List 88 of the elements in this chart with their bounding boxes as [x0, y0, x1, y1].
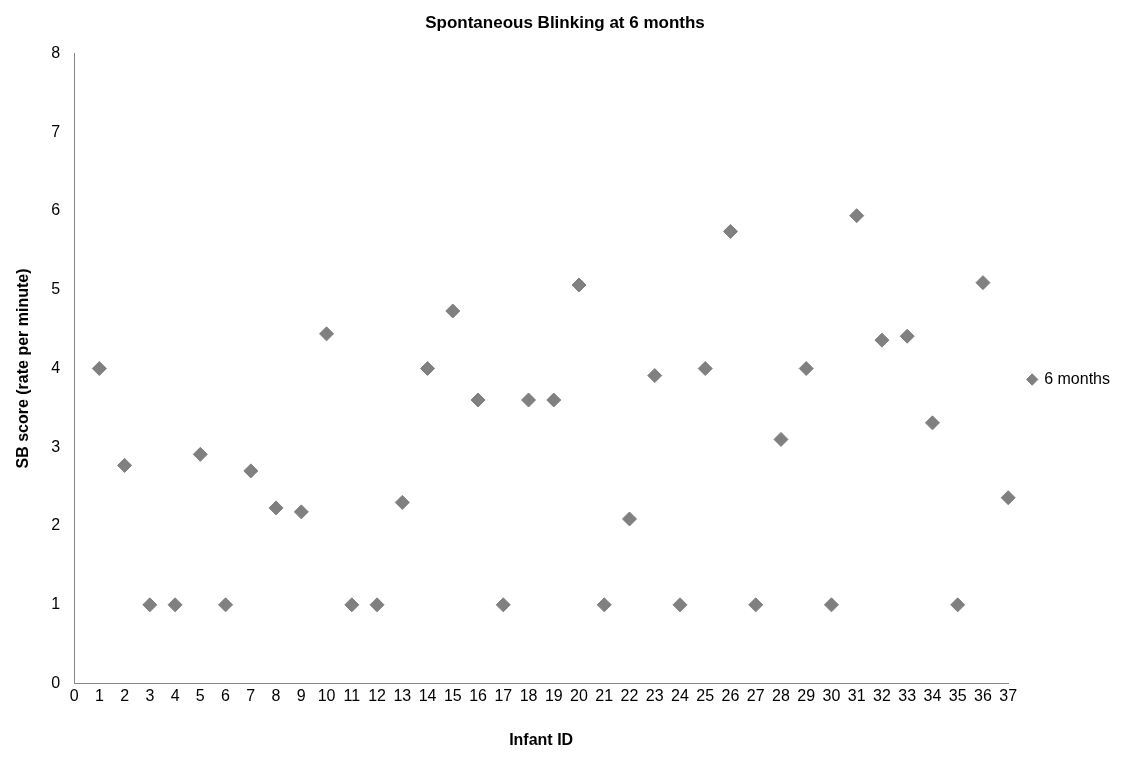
point [622, 511, 637, 527]
point [798, 361, 814, 376]
point [672, 597, 688, 613]
x-tick-label: 2 [120, 686, 130, 704]
point [293, 504, 309, 520]
x-tick-label: 30 [822, 686, 841, 704]
x-tick-label: 13 [393, 686, 412, 704]
y-tick-label: 8 [51, 43, 61, 61]
legend-label: 6 months [1044, 369, 1110, 387]
point [91, 361, 107, 376]
point [445, 303, 461, 319]
x-tick-label: 5 [195, 686, 205, 704]
y-tick-label: 6 [51, 201, 61, 219]
point [647, 368, 663, 384]
x-tick-label: 29 [797, 686, 816, 704]
point [849, 208, 865, 224]
point [142, 597, 158, 613]
x-tick-label: 9 [296, 686, 306, 704]
x-tick-label: 21 [595, 686, 614, 704]
point [521, 392, 537, 408]
x-tick-label: 12 [368, 686, 387, 704]
x-tick-label: 1 [94, 686, 104, 704]
x-tick-label: 15 [443, 686, 462, 704]
y-tick-label: 1 [51, 595, 61, 613]
y-tick-label: 5 [51, 280, 61, 298]
point [268, 500, 284, 516]
point [243, 463, 259, 479]
x-tick-label: 28 [772, 686, 790, 704]
point [546, 392, 562, 408]
point [117, 457, 133, 473]
point [470, 392, 486, 408]
point [748, 597, 764, 613]
x-tick-label: 8 [271, 686, 281, 704]
x-axis-title: Infant ID [509, 730, 574, 748]
point [773, 431, 789, 447]
x-tick-label: 25 [696, 686, 715, 704]
x-tick-label: 3 [145, 686, 155, 704]
point [722, 223, 738, 239]
x-tick-label: 37 [999, 686, 1018, 704]
y-tick-label: 4 [51, 358, 61, 376]
y-axis-title: SB score (rate per minute) [14, 268, 32, 469]
x-tick-label: 35 [948, 686, 967, 704]
x-tick-label: 14 [418, 686, 437, 704]
x-tick-label: 26 [721, 686, 740, 704]
point [394, 494, 410, 510]
x-tick-label: 19 [544, 686, 563, 704]
point [899, 328, 915, 344]
point [420, 361, 436, 376]
point [218, 597, 234, 613]
x-tick-label: 32 [873, 686, 891, 704]
point [823, 597, 839, 613]
point [697, 361, 713, 376]
x-tick-label: 36 [974, 686, 992, 704]
x-tick-label: 23 [645, 686, 664, 704]
y-tick-label: 7 [51, 122, 61, 140]
x-tick-label: 27 [746, 686, 765, 704]
point [319, 326, 335, 342]
x-tick-label: 7 [246, 686, 256, 704]
x-tick-label: 20 [570, 686, 589, 704]
x-tick-label: 0 [69, 686, 79, 704]
y-tick-label: 2 [51, 516, 61, 534]
point [571, 277, 587, 293]
point [369, 597, 385, 613]
x-tick-label: 31 [847, 686, 866, 704]
point [192, 446, 208, 462]
chart-title: Spontaneous Blinking at 6 months [425, 12, 705, 32]
point [167, 597, 183, 613]
x-tick-label: 6 [221, 686, 231, 704]
point [924, 415, 940, 431]
x-tick-label: 34 [923, 686, 942, 704]
x-tick-label: 33 [898, 686, 917, 704]
point [975, 275, 991, 291]
x-tick-label: 4 [170, 686, 180, 704]
point [1000, 490, 1016, 506]
point [495, 597, 511, 613]
x-tick-label: 24 [671, 686, 689, 704]
y-tick-label: 3 [51, 437, 61, 455]
point [344, 597, 360, 613]
x-tick-label: 18 [519, 686, 538, 704]
x-tick-label: 22 [620, 686, 639, 704]
point [874, 332, 890, 348]
x-tick-label: 10 [317, 686, 336, 704]
y-tick-label: 0 [51, 674, 61, 692]
point [950, 597, 966, 613]
x-tick-label: 16 [469, 686, 488, 704]
x-tick-label: 11 [343, 686, 361, 704]
point [596, 597, 612, 613]
x-tick-label: 17 [494, 686, 513, 704]
